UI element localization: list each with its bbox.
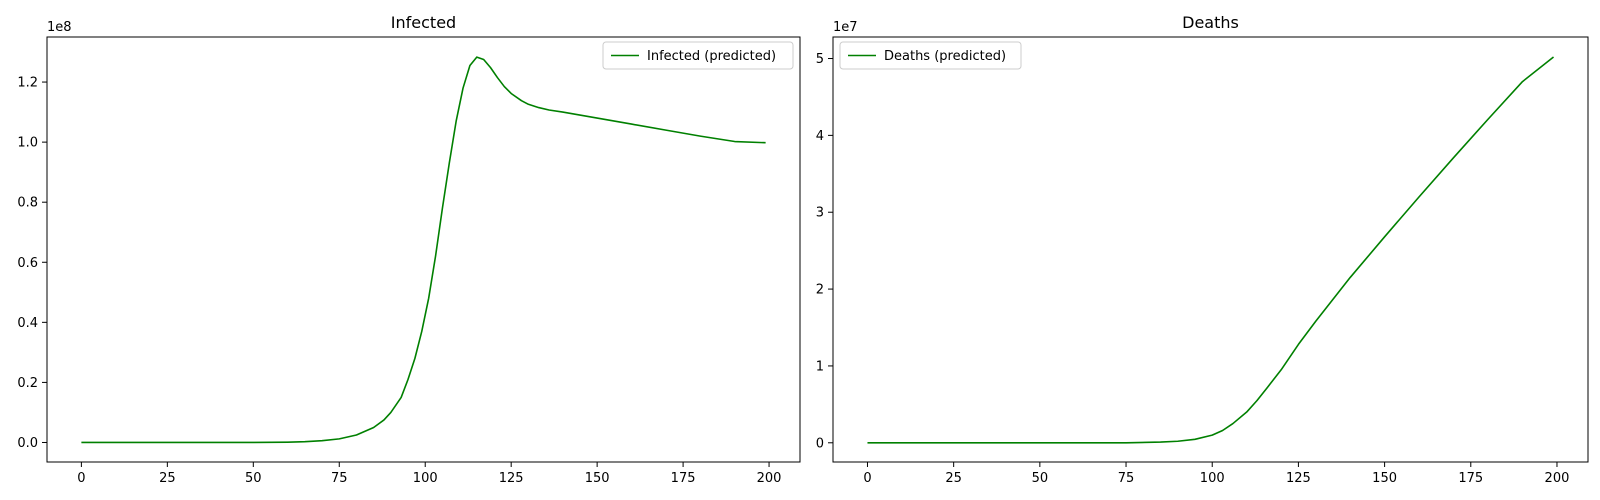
deaths-y-tick-label: 2 (816, 283, 824, 298)
infected-y-tick-label: 0.2 (17, 376, 38, 391)
deaths-y-tick-label: 4 (816, 129, 824, 144)
deaths-y-offset-label: 1e7 (833, 20, 858, 35)
infected-axes-frame (46, 36, 801, 463)
deaths-chart: Deaths 1e7 0 25 50 75 100 125 150 175 200 0 1 2 3 4 5 Dea… (816, 13, 1589, 486)
deaths-x-tick-label: 100 (1200, 471, 1225, 486)
infected-x-tick-label: 150 (585, 471, 610, 486)
infected-series-line (81, 56, 766, 444)
infected-x-tick-label: 100 (413, 471, 438, 486)
deaths-x-tick-label: 50 (1032, 471, 1049, 486)
infected-title: Infected (391, 13, 456, 32)
deaths-x-tick-label: 150 (1372, 471, 1397, 486)
deaths-x-tick-label: 175 (1458, 471, 1483, 486)
deaths-x-tick-label: 75 (1118, 471, 1135, 486)
infected-legend-label: Infected (predicted) (647, 49, 776, 64)
deaths-x-tick-label: 0 (863, 471, 871, 486)
deaths-y-tick-label: 1 (816, 359, 824, 374)
infected-y-tick-label: 1.0 (17, 136, 38, 151)
infected-y-tick-label: 0.0 (17, 436, 38, 451)
infected-x-tick-label: 200 (757, 471, 782, 486)
deaths-y-tick-label: 5 (816, 52, 824, 67)
deaths-x-tick-label: 200 (1545, 471, 1570, 486)
infected-x-tick-label: 125 (499, 471, 524, 486)
infected-y-tick-label: 0.4 (17, 316, 38, 331)
deaths-x-tick-label: 25 (945, 471, 962, 486)
infected-y-tick-label: 0.8 (17, 196, 38, 211)
deaths-legend-label: Deaths (predicted) (884, 49, 1006, 64)
infected-x-tick-label: 25 (159, 471, 176, 486)
deaths-y-tick-label: 3 (816, 206, 824, 221)
infected-x-tick-label: 75 (331, 471, 348, 486)
deaths-axes-frame (832, 36, 1589, 463)
deaths-legend-box (839, 41, 1022, 70)
infected-y-offset-label: 1e8 (47, 20, 72, 35)
deaths-title: Deaths (1182, 13, 1239, 32)
deaths-legend: Deaths (predicted) (839, 41, 1022, 70)
deaths-y-tick-label: 0 (816, 436, 824, 451)
infected-x-tick-label: 175 (671, 471, 696, 486)
infected-y-tick-label: 0.6 (17, 256, 38, 271)
infected-legend-box (602, 41, 794, 70)
deaths-series-line (867, 56, 1555, 444)
infected-x-tick-label: 0 (77, 471, 85, 486)
deaths-x-tick-label: 125 (1286, 471, 1311, 486)
infected-legend: Infected (predicted) (602, 41, 794, 70)
infected-y-tick-label: 1.2 (17, 76, 38, 91)
infected-chart: Infected 1e8 0 25 50 75 100 125 150 175 200 0.0 0.2 0… (17, 13, 801, 486)
infected-x-tick-label: 50 (245, 471, 262, 486)
